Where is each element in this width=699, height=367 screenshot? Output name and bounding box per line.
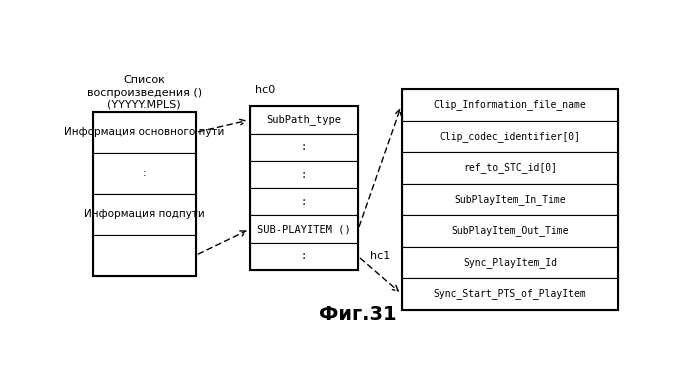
Bar [401, 121, 618, 152]
Bar [93, 194, 196, 235]
Text: (YYYYY.MPLS): (YYYYY.MPLS) [108, 99, 181, 109]
Text: Список
воспроизведения (): Список воспроизведения () [87, 75, 202, 98]
Text: Sync_PlayItem_Id: Sync_PlayItem_Id [463, 257, 557, 268]
Text: Информация основного пути: Информация основного пути [64, 127, 224, 137]
Text: Информация подпути: Информация подпути [84, 209, 205, 219]
Text: :: : [301, 251, 307, 261]
Text: ref_to_STC_id[0]: ref_to_STC_id[0] [463, 163, 557, 174]
Bar [93, 112, 196, 153]
Bar [250, 188, 359, 215]
Bar [401, 152, 618, 184]
Bar [401, 184, 618, 215]
Bar [401, 247, 618, 278]
Bar [401, 278, 618, 310]
Text: :: : [301, 142, 307, 152]
Bar [250, 243, 359, 270]
Bar [250, 215, 359, 243]
Bar [250, 106, 359, 134]
Bar [93, 153, 196, 194]
Text: Clip_codec_identifier[0]: Clip_codec_identifier[0] [440, 131, 580, 142]
Text: SubPath_type: SubPath_type [266, 115, 342, 125]
Bar [93, 112, 196, 276]
Bar [401, 89, 618, 310]
Text: hc1: hc1 [370, 251, 391, 261]
Text: :: : [301, 197, 307, 207]
Bar [250, 161, 359, 188]
Text: :: : [301, 170, 307, 179]
Bar [93, 235, 196, 276]
Text: SubPlayItem_In_Time: SubPlayItem_In_Time [454, 194, 565, 205]
Text: Clip_Information_file_name: Clip_Information_file_name [433, 99, 586, 110]
Text: hc0: hc0 [255, 85, 275, 95]
Bar [401, 215, 618, 247]
Text: SubPlayItem_Out_Time: SubPlayItem_Out_Time [451, 225, 569, 236]
Bar [250, 134, 359, 161]
Text: SUB-PLAYITEM (): SUB-PLAYITEM () [257, 224, 351, 234]
Bar [401, 89, 618, 121]
Text: :: : [143, 168, 146, 178]
Text: Sync_Start_PTS_of_PlayItem: Sync_Start_PTS_of_PlayItem [433, 288, 586, 299]
Text: Фиг.31: Фиг.31 [319, 305, 397, 324]
Bar [250, 106, 359, 270]
